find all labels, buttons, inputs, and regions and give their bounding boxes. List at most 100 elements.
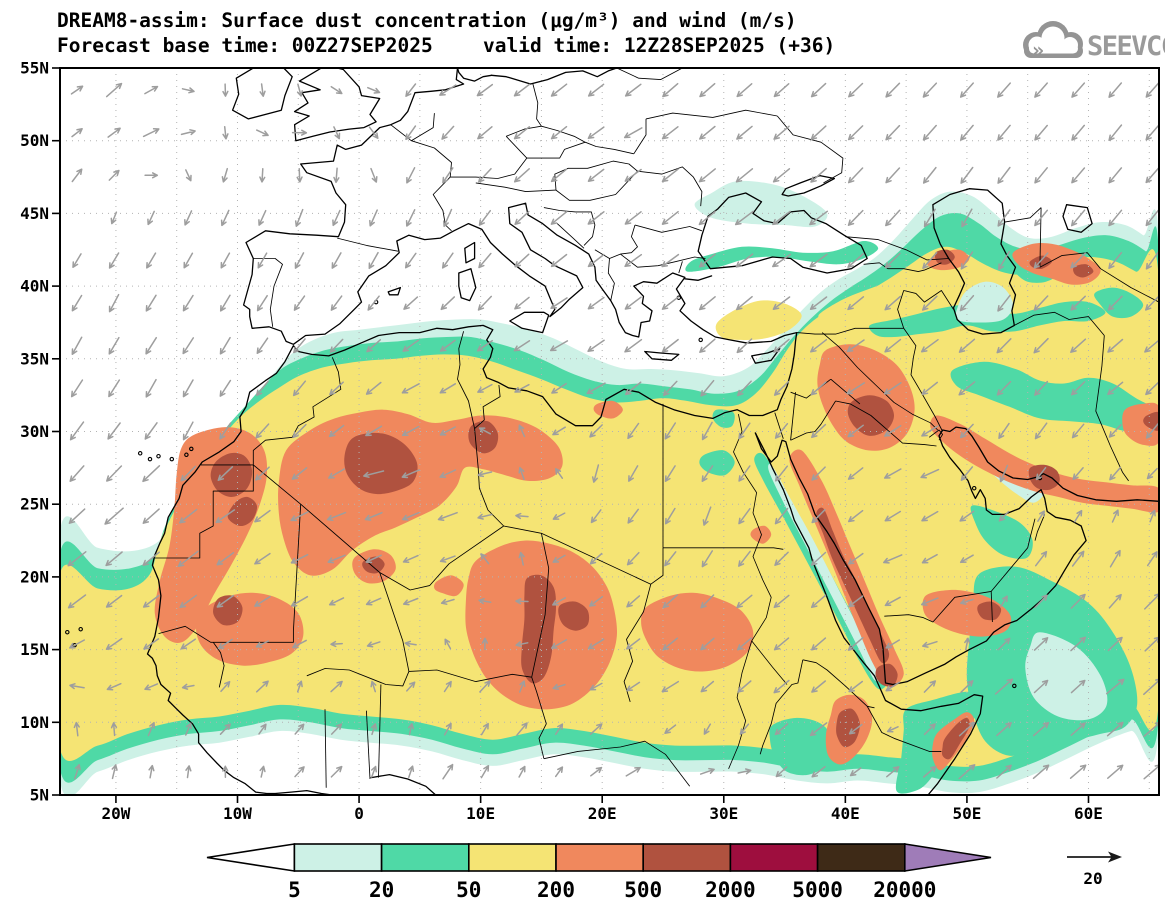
wind-arrow	[259, 83, 266, 97]
wind-arrow	[1108, 424, 1122, 438]
wind-arrow	[71, 168, 83, 183]
lat-tick-label: 40N	[20, 277, 49, 296]
coastline	[464, 241, 476, 264]
wind-arrow	[847, 253, 864, 268]
wind-arrow	[847, 424, 864, 438]
wind-arrow	[1069, 764, 1087, 779]
wind-arrow	[328, 424, 345, 438]
wind-arrow	[402, 339, 420, 352]
wind-arrow	[222, 125, 229, 140]
wind-arrow	[108, 169, 120, 181]
wind-arrow	[219, 422, 232, 440]
wind-arrow	[74, 763, 81, 780]
country-border	[774, 412, 784, 439]
wind-arrow	[144, 85, 159, 95]
wind-arrow	[698, 168, 716, 183]
wind-arrow	[923, 723, 936, 736]
wind-arrow	[107, 422, 121, 440]
wind-arrow	[142, 128, 160, 138]
wind-arrow	[406, 167, 416, 184]
wind-arrow	[220, 209, 230, 227]
wind-arrow	[330, 680, 343, 693]
colorbar-segment-cyan	[293, 843, 383, 872]
wind-arrow	[1108, 167, 1123, 184]
wind-arrow	[773, 83, 790, 98]
wind-arrow	[849, 767, 862, 777]
country-border	[637, 166, 703, 207]
wind-arrow	[883, 468, 902, 479]
wind-arrow	[147, 210, 155, 226]
wind-arrow	[444, 638, 452, 650]
wind-arrow	[1108, 124, 1123, 142]
wind-arrow	[810, 167, 827, 183]
wind-arrow	[738, 465, 751, 482]
wind-arrow	[258, 723, 267, 735]
country-border	[379, 525, 504, 591]
colorbar-above-arrow	[904, 843, 992, 872]
wind-arrow	[477, 470, 493, 478]
wind-arrow	[69, 683, 85, 690]
wind-arrow	[883, 382, 902, 395]
wind-arrow	[661, 338, 679, 353]
wind-arrow	[405, 125, 417, 141]
wind-arrow	[1145, 423, 1159, 439]
wind-arrow	[330, 765, 343, 778]
wind-arrow	[255, 129, 269, 137]
wind-arrow	[550, 253, 568, 268]
wind-arrow	[259, 168, 266, 183]
wind-arrow	[439, 426, 456, 436]
wind-arrow	[291, 129, 308, 136]
wind-arrow	[848, 82, 864, 98]
wind-arrow	[550, 83, 568, 97]
wind-arrow	[1070, 252, 1086, 269]
wind-arrow	[922, 166, 937, 184]
wind-arrow	[737, 380, 752, 397]
coastline	[697, 192, 868, 274]
wind-arrow	[921, 295, 938, 311]
wind-arrow	[774, 723, 789, 736]
wind-arrow	[368, 251, 379, 270]
wind-arrow	[959, 82, 974, 98]
wind-arrow	[847, 552, 864, 565]
wind-arrow	[108, 293, 120, 313]
wind-arrow	[958, 721, 976, 737]
island	[147, 456, 153, 462]
wind-arrow	[922, 765, 937, 778]
wind-arrow	[443, 722, 452, 736]
wind-arrow	[181, 87, 195, 94]
wind-arrow	[1145, 251, 1159, 270]
dust-region-brick	[558, 601, 590, 631]
wind-arrow	[370, 723, 377, 736]
wind-arrow	[550, 210, 568, 225]
wind-arrow	[440, 598, 455, 605]
wind-arrow	[884, 338, 902, 353]
wind-arrow	[70, 85, 84, 95]
country-border	[365, 710, 371, 780]
wind-arrow	[1033, 679, 1049, 694]
wind-arrow	[811, 466, 826, 481]
wind-arrow	[1032, 721, 1050, 737]
wind-arrow	[513, 126, 531, 140]
wind-arrow	[738, 422, 751, 440]
wind-arrow	[736, 83, 753, 98]
wind-arrow	[111, 764, 118, 780]
wind-arrow	[554, 723, 564, 735]
wind-arrow	[664, 507, 676, 525]
country-border	[543, 740, 691, 787]
wind-arrow	[105, 82, 123, 98]
wind-arrow	[407, 722, 415, 736]
wind-arrow	[737, 768, 752, 775]
country-border	[457, 331, 476, 429]
wind-arrow	[847, 636, 864, 651]
wind-arrow	[333, 167, 340, 184]
wind-arrow	[219, 723, 231, 735]
wind-arrow	[700, 637, 715, 651]
dust-region-brick	[210, 452, 253, 497]
wind-arrow	[401, 383, 420, 394]
wind-arrow	[661, 253, 680, 268]
wind-arrow	[661, 296, 679, 310]
wind-arrow	[185, 722, 192, 736]
wind-arrow	[624, 296, 642, 310]
wind-arrow	[296, 167, 303, 183]
wind-arrow	[67, 551, 87, 567]
